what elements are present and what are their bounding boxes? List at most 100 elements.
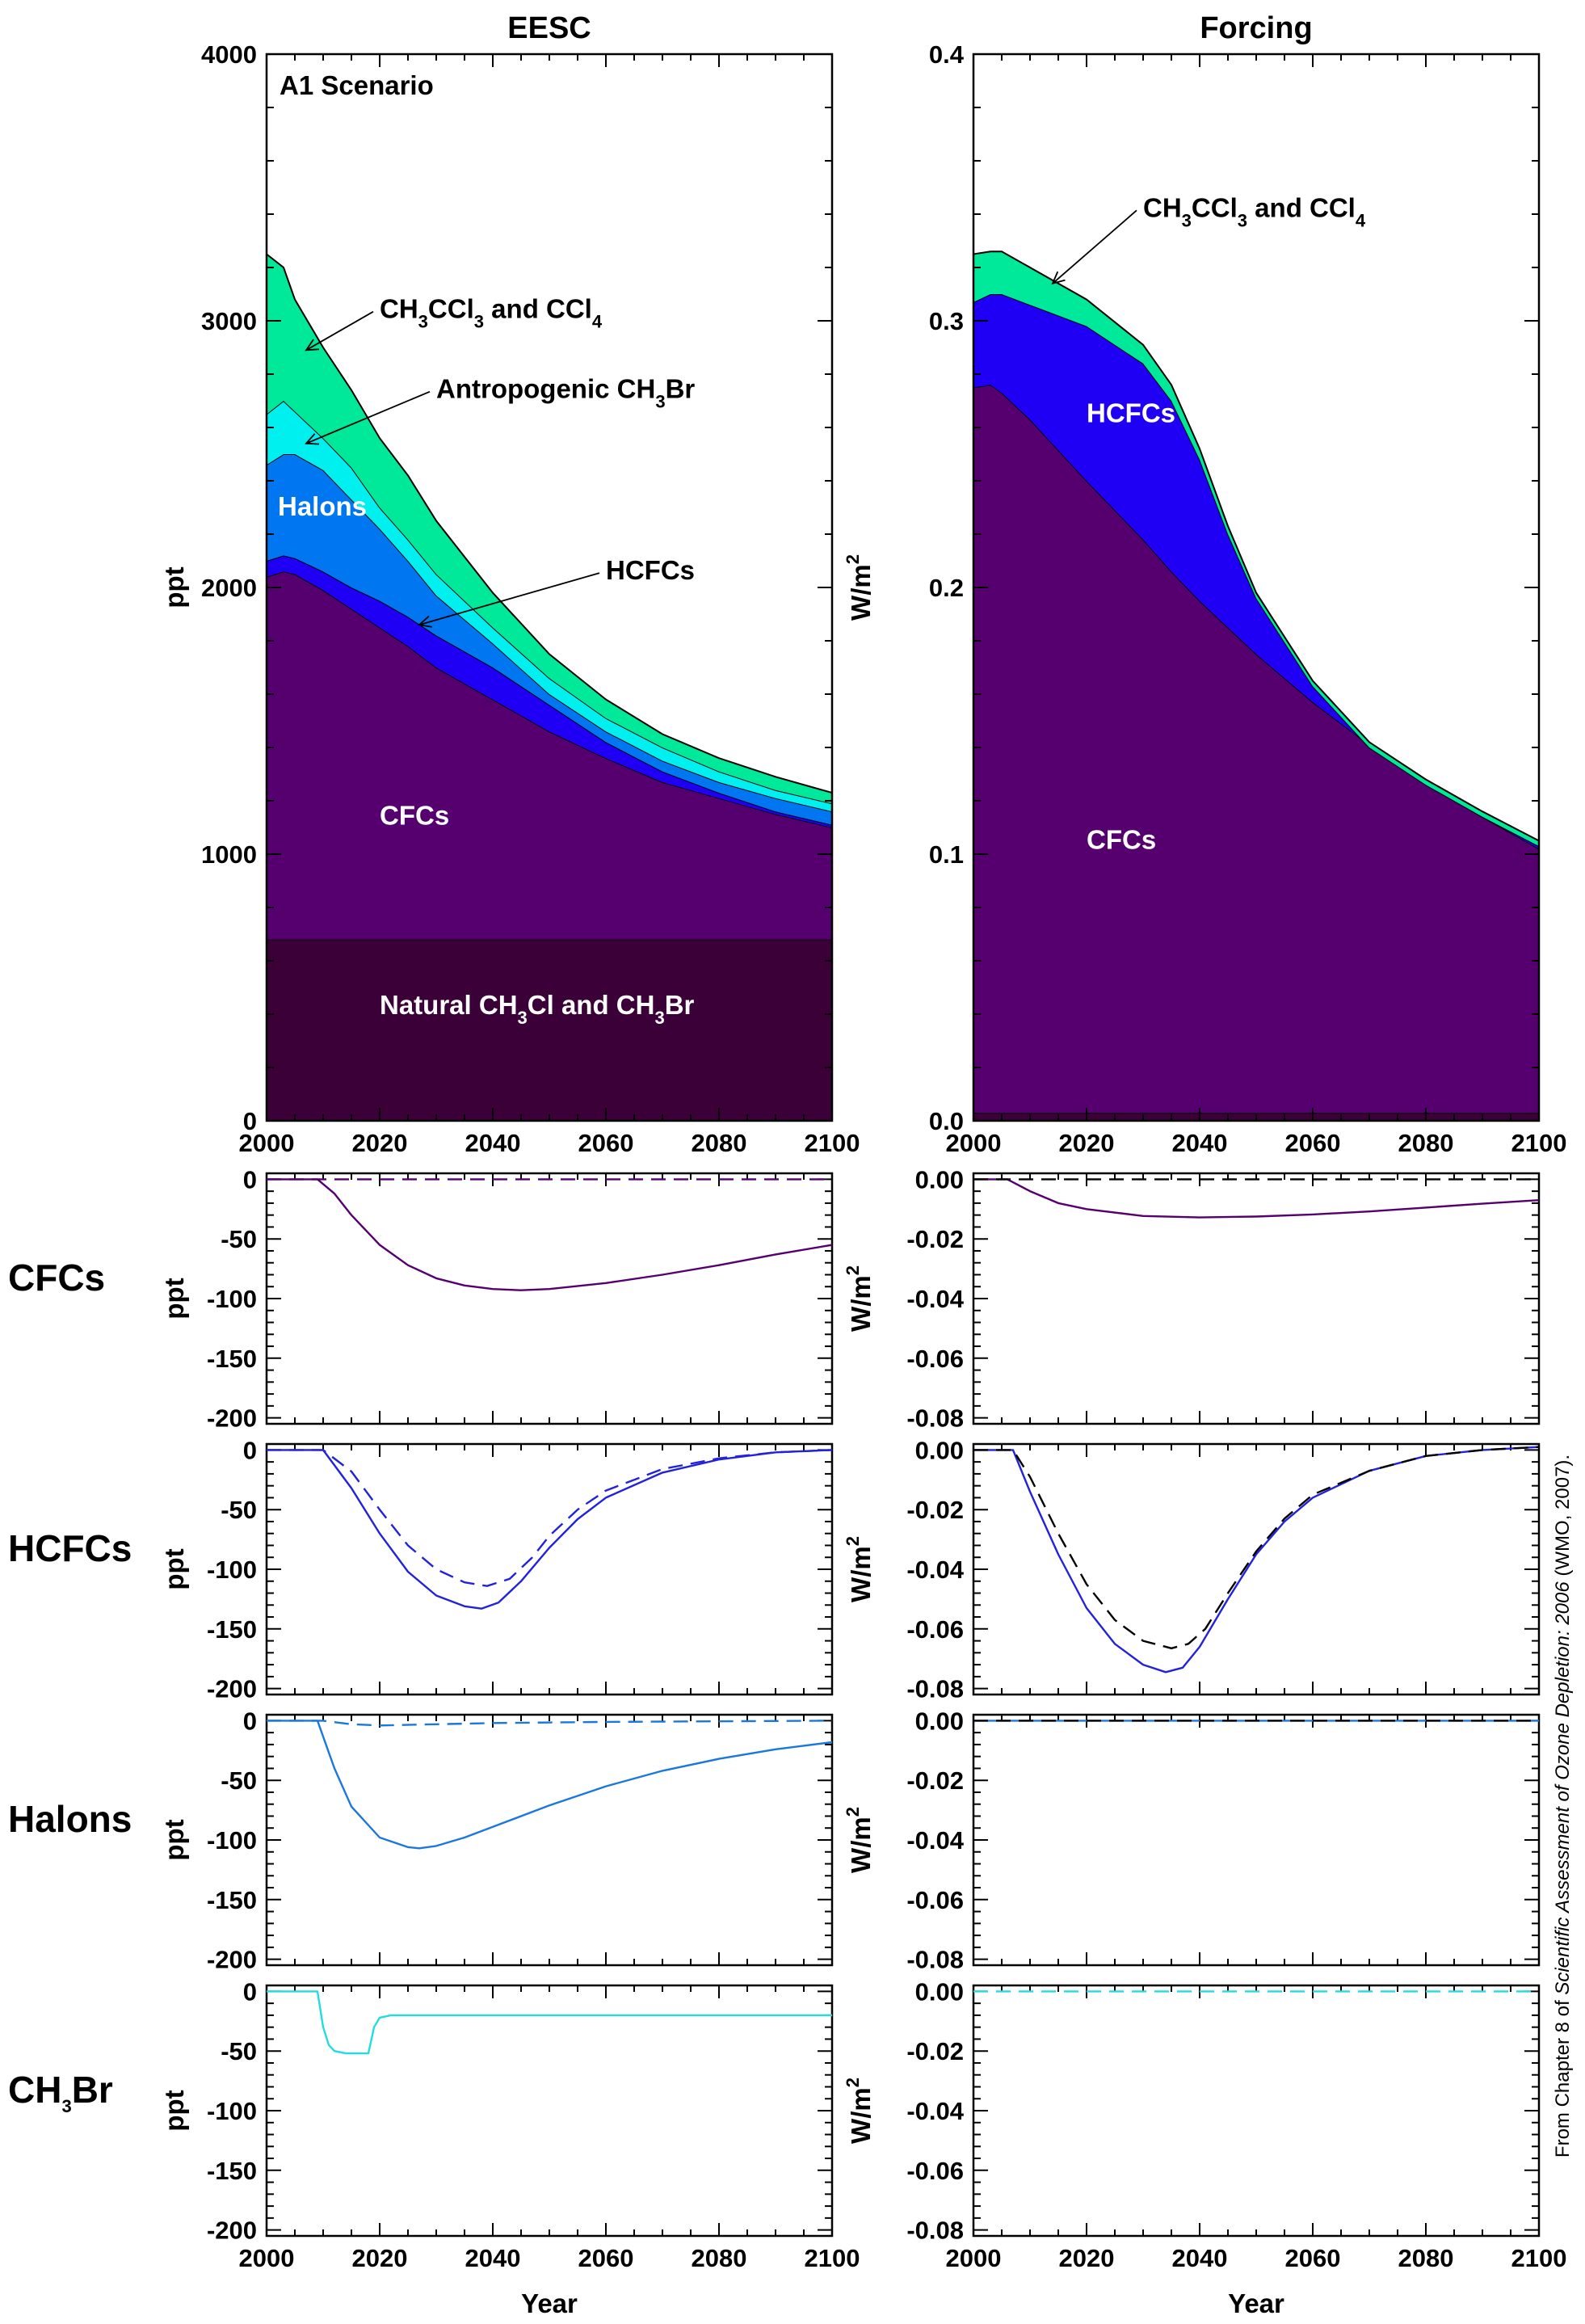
y-axis-label: ppt xyxy=(159,1278,189,1319)
area-hcfcs xyxy=(973,294,1539,849)
series-line-solid xyxy=(267,1449,832,1610)
series-line-solid xyxy=(973,1178,1539,1219)
y-tick-label: -200 xyxy=(207,2217,257,2245)
y-tick-label: -0.08 xyxy=(906,2217,964,2245)
series-line-dashed xyxy=(973,1446,1539,1649)
annotation-arrow xyxy=(305,310,374,352)
y-tick-label: -0.02 xyxy=(906,1766,964,1795)
annotation-arrowhead xyxy=(305,433,320,445)
y-tick-label: 0 xyxy=(243,1977,257,2006)
y-axis-label: W/m2 xyxy=(843,1265,876,1332)
x-axis-label: Year xyxy=(521,2288,578,2318)
y-tick-label: -0.04 xyxy=(906,2097,964,2125)
y-tick-label: -50 xyxy=(221,2037,257,2065)
annotation-label: CFCs xyxy=(1087,824,1156,854)
eesc-main-panel: 0 1000 2000 3000 4000 2000 2020 2040 2060 2080 210… xyxy=(159,11,860,1157)
y-tick-label: -100 xyxy=(207,2097,257,2125)
area-boundary xyxy=(973,251,1539,842)
scenario-label: A1 Scenario xyxy=(280,70,434,100)
x-tick-label: 2040 xyxy=(465,1129,521,1157)
x-tick-label: 2020 xyxy=(352,1129,408,1157)
area-hcfcs xyxy=(267,555,832,827)
plot-frame xyxy=(265,1713,834,1967)
annotation-label: CH3CCl3 and CCl4 xyxy=(380,294,603,332)
forcing-halons-panel: 0.00 -0.02 -0.04 -0.06 -0.08 W/m2 xyxy=(843,1707,1541,1974)
y-tick-label: -100 xyxy=(207,1826,257,1855)
y-tick-label: 0.0 xyxy=(929,1107,964,1135)
y-tick-label: 0.4 xyxy=(929,40,965,69)
annotation-label: CH3CCl3 and CCl4 xyxy=(1143,192,1366,230)
y-axis-label: W/m2 xyxy=(843,554,876,621)
row-label-hcfcs: HCFCs xyxy=(8,1527,132,1569)
x-tick-label: 2060 xyxy=(578,1129,634,1157)
y-axis-label: ppt xyxy=(159,1548,189,1589)
y-tick-label: 0.3 xyxy=(929,307,964,335)
series-group xyxy=(973,1446,1539,1674)
area-cfcs xyxy=(267,571,832,940)
x-tick-label: 2100 xyxy=(805,2244,860,2272)
x-tick-label: 2020 xyxy=(1059,2244,1115,2272)
annotation-arrowhead xyxy=(1051,271,1066,285)
area-antropogenic-ch3br xyxy=(267,401,832,812)
stacked-area xyxy=(267,253,832,1121)
y-tick-label: 0 xyxy=(243,1436,257,1464)
x-tick-label: 2080 xyxy=(692,1129,747,1157)
x-tick-label: 2040 xyxy=(465,2244,521,2272)
y-tick-label: -150 xyxy=(207,1886,257,1914)
y-axis-label: W/m2 xyxy=(843,1807,876,1873)
area-halons xyxy=(267,454,832,825)
y-tick-label: 0.00 xyxy=(915,1436,964,1464)
y-axis-label: ppt xyxy=(159,2090,189,2131)
x-tick-label: 2040 xyxy=(1172,2244,1228,2272)
annotation-label: HCFCs xyxy=(606,555,695,585)
y-tick-label: 0.00 xyxy=(915,1707,964,1735)
area-boundary xyxy=(267,253,832,794)
annotation-label: CFCs xyxy=(380,801,449,831)
y-tick-label: -0.08 xyxy=(906,1404,964,1433)
y-tick-label: -150 xyxy=(207,1345,257,1373)
annotation-arrowhead xyxy=(418,615,432,628)
y-tick-label: 4000 xyxy=(201,40,257,69)
y-tick-label: -0.06 xyxy=(906,1345,964,1373)
annotation-label: HCFCs xyxy=(1087,398,1175,427)
y-tick-label: -0.06 xyxy=(906,1615,964,1644)
y-axis-label: ppt xyxy=(159,566,189,608)
series-line-dashed xyxy=(267,1720,832,1727)
y-tick-label: 0 xyxy=(243,1165,257,1194)
y-tick-label: -50 xyxy=(221,1496,257,1524)
y-tick-label: 0.2 xyxy=(929,574,964,602)
y-tick-label: 0.00 xyxy=(915,1165,964,1194)
plot-frame xyxy=(265,1442,834,1696)
y-tick-label: -0.02 xyxy=(906,2037,964,2065)
x-tick-label: 2100 xyxy=(1511,2244,1567,2272)
y-tick-label: -0.08 xyxy=(906,1946,964,1974)
annotation-arrow xyxy=(1052,209,1137,284)
x-tick-label: 2060 xyxy=(1285,2244,1341,2272)
stacked-area xyxy=(973,251,1539,1121)
y-tick-label: 1000 xyxy=(201,840,257,869)
annotation-arrowhead xyxy=(305,339,320,352)
forcing-cfcs-panel: 0.00 -0.02 -0.04 -0.06 -0.08 W/m2 xyxy=(843,1165,1541,1433)
y-axis-label: W/m2 xyxy=(843,1536,876,1602)
plot-frame xyxy=(972,1442,1541,1696)
annotation-label: Halons xyxy=(278,491,367,521)
y-tick-label: -150 xyxy=(207,2157,257,2185)
forcing-main-panel: 0.0 0.1 0.2 0.3 0.4 2000 2020 2040 2060 2080 2100 W… xyxy=(843,11,1566,1157)
y-tick-label: -0.04 xyxy=(906,1285,964,1313)
area-cfcs xyxy=(973,385,1539,1114)
y-tick-label: -200 xyxy=(207,1946,257,1974)
y-tick-label: -0.06 xyxy=(906,1886,964,1914)
y-tick-label: 0 xyxy=(243,1707,257,1735)
column-title: Forcing xyxy=(1200,11,1312,45)
series-group xyxy=(267,1990,832,2055)
eesc-cfcs-panel: 0 -50 -100 -150 -200 ppt xyxy=(159,1165,834,1433)
y-tick-label: -50 xyxy=(221,1225,257,1253)
x-tick-label: 2000 xyxy=(239,1129,295,1157)
row-label-halons: Halons xyxy=(8,1798,132,1840)
y-tick-label: 3000 xyxy=(201,307,257,335)
y-tick-label: -0.02 xyxy=(906,1496,964,1524)
y-axis-label: W/m2 xyxy=(843,2078,876,2144)
